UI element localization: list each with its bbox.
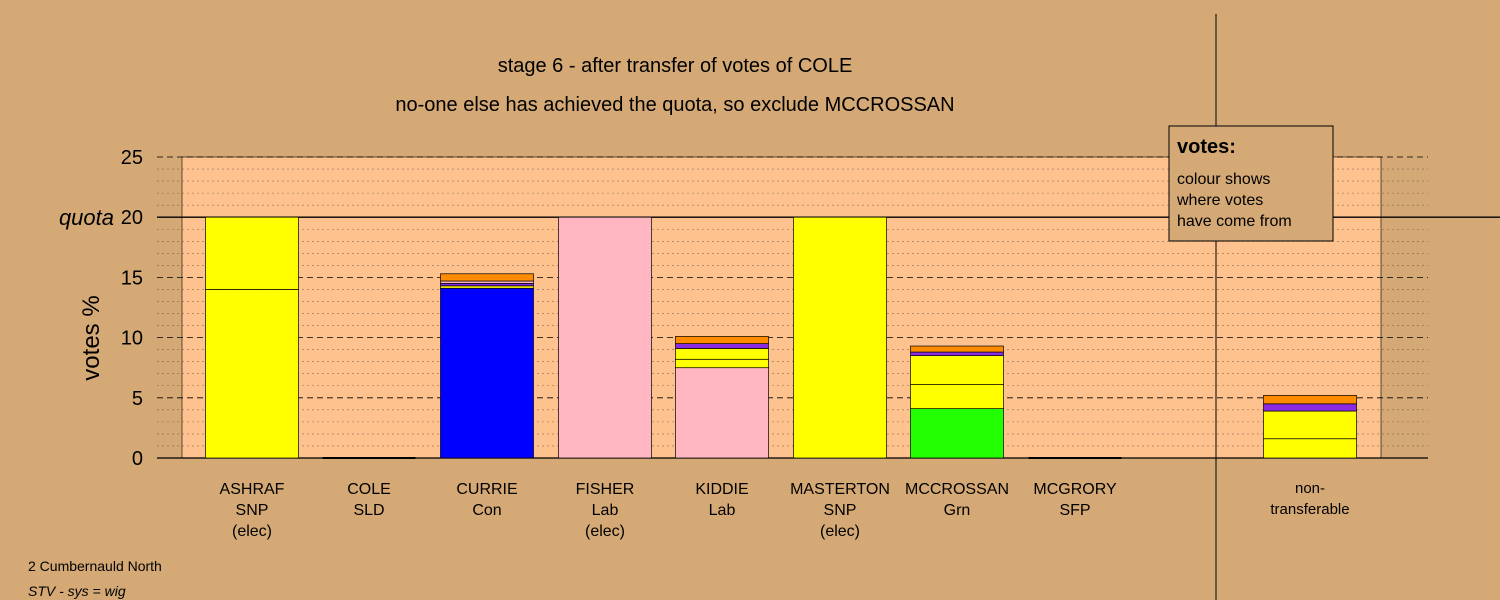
y-tick-label: 15 [121,267,143,289]
bar-segment [675,348,769,360]
category-label: SNP [824,502,857,519]
category-label: (elec) [820,523,860,540]
bar-segment [440,285,534,289]
footer-system: STV - sys = wig [28,583,126,599]
footer-constituency: 2 Cumbernauld North [28,558,162,574]
legend: votes: colour shows where votes have com… [1168,125,1334,242]
bar-segment [205,289,299,459]
nontransferable-label: transferable [1270,501,1349,518]
legend-title: votes: [1177,136,1236,158]
legend-line: colour shows [1177,171,1270,188]
category-label: MCGRORY [1033,481,1117,498]
legend-line: where votes [1176,192,1263,209]
bar-segment [793,216,887,459]
y-ticks: 0 5 10 15 20 25 [121,147,143,470]
category-label: MASTERTON [790,481,890,498]
y-tick-label: 10 [121,328,143,350]
nontransferable-label: non- [1295,480,1325,497]
category-label: (elec) [585,523,625,540]
nontransferable-bar-segment [1263,395,1357,405]
y-tick-label: 20 [121,207,143,229]
category-label: Lab [592,502,619,519]
bar-segment [675,367,769,459]
chart-title: stage 6 - after transfer of votes of COL… [498,55,853,77]
category-label: KIDDIE [695,481,748,498]
bar-segment [675,343,769,349]
quota-label: quota [59,205,114,230]
bar-segment [440,280,534,284]
category-label: MCCROSSAN [905,481,1009,498]
bar-segment [558,216,652,459]
category-label: Lab [709,502,736,519]
chart-subtitle: no-one else has achieved the quota, so e… [395,94,954,116]
category-label: Grn [944,502,971,519]
bar-segment [910,351,1004,357]
bar-segment [440,273,534,282]
bar-segment [440,287,534,459]
bar-segment [910,384,1004,409]
legend-line: have come from [1177,213,1292,230]
category-label: CURRIE [456,481,517,498]
bar-segment [910,408,1004,459]
category-label: Con [472,502,501,519]
category-label: SLD [353,502,384,519]
category-labels: ASHRAF SNP (elec) COLE SLD CURRIE Con FISHER Lab… [220,480,1350,540]
category-label: SFP [1059,502,1090,519]
y-tick-label: 5 [132,388,143,410]
y-tick-label: 25 [121,147,143,169]
y-tick-label: 0 [132,448,143,470]
bar-segment [675,358,769,369]
bar-segment [205,216,299,290]
bar-segment [675,336,769,344]
category-label: (elec) [232,523,272,540]
nontransferable-bar-segment [1263,438,1357,459]
bar-segment [910,345,1004,353]
category-label: SNP [236,502,269,519]
bar-segment [910,355,1004,385]
bars [205,216,1357,459]
bar-segment [440,283,534,287]
nontransferable-bar-segment [1263,410,1357,440]
category-label: COLE [347,481,391,498]
legend-box [1168,125,1334,242]
category-label: FISHER [576,481,635,498]
y-axis-label: votes % [78,295,105,380]
category-label: ASHRAF [220,481,285,498]
nontransferable-bar-segment [1263,403,1357,412]
